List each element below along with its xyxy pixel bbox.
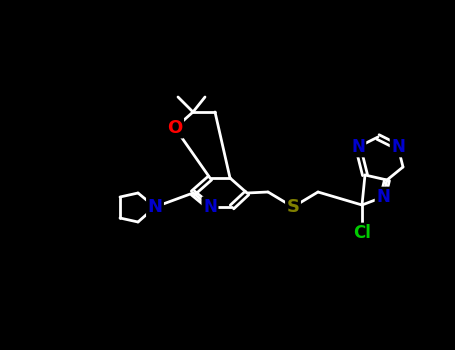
Text: N: N	[351, 138, 365, 156]
Text: S: S	[287, 198, 299, 216]
Text: Cl: Cl	[353, 224, 371, 242]
Text: N: N	[203, 198, 217, 216]
Text: N: N	[376, 188, 390, 206]
Text: O: O	[167, 119, 182, 137]
Text: N: N	[203, 198, 217, 216]
Text: N: N	[391, 138, 405, 156]
Text: N: N	[147, 198, 162, 216]
